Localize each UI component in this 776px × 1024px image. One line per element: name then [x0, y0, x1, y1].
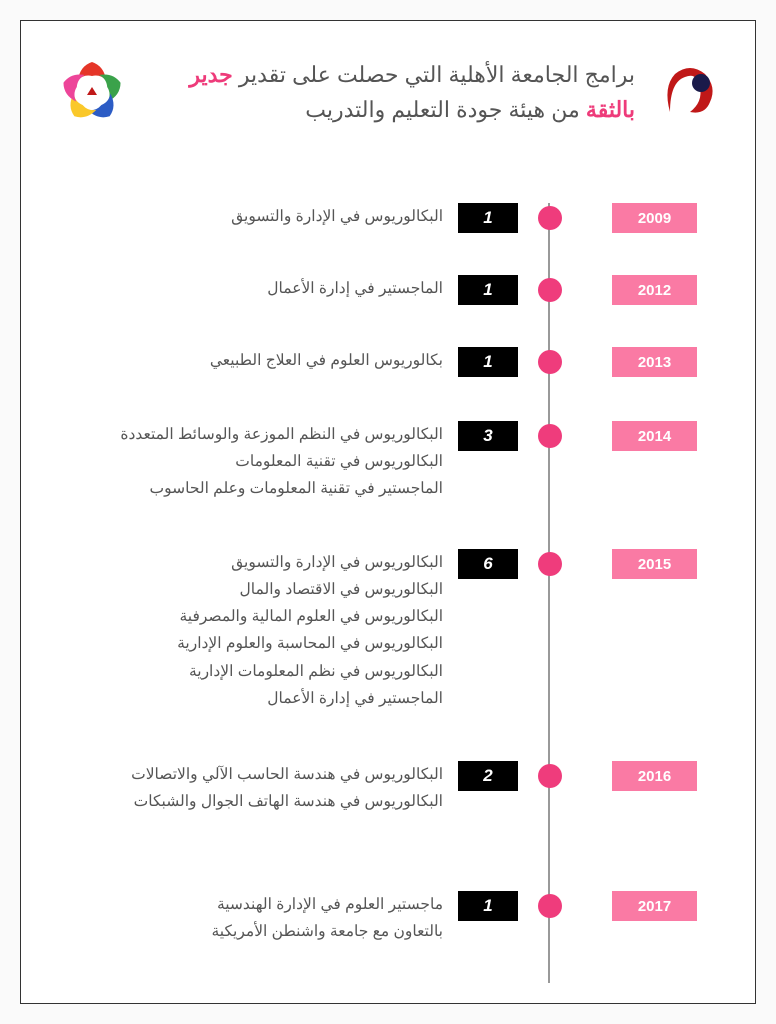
- timeline-entry: 2013 1 بكالوريوس العلوم في العلاج الطبيعي: [51, 347, 725, 377]
- timeline-dot-icon: [538, 894, 562, 918]
- title-prefix: برامج الجامعة الأهلية التي حصلت على تقدي…: [233, 62, 635, 87]
- program-line: بكالوريوس العلوم في العلاج الطبيعي: [51, 347, 443, 374]
- timeline-entry: 2012 1 الماجستير في إدارة الأعمال: [51, 275, 725, 305]
- program-line: البكالوريوس في المحاسبة والعلوم الإدارية: [51, 630, 443, 657]
- program-line: البكالوريوس في هندسة الحاسب الآلي والاتص…: [51, 761, 443, 788]
- timeline-dot-icon: [538, 206, 562, 230]
- program-line: البكالوريوس في النظم الموزعة والوسائط ال…: [51, 421, 443, 448]
- page: برامج الجامعة الأهلية التي حصلت على تقدي…: [20, 20, 756, 1004]
- program-line: الماجستير في إدارة الأعمال: [51, 275, 443, 302]
- count-badge: 1: [458, 891, 518, 921]
- timeline-entry: 20156البكالوريوس في الإدارة والتسويقالبك…: [51, 549, 725, 712]
- program-list: الماجستير في إدارة الأعمال: [51, 275, 443, 302]
- year-badge: 2009: [612, 203, 697, 233]
- program-line: البكالوريوس في العلوم المالية والمصرفية: [51, 603, 443, 630]
- timeline-entry: 2014 3 البكالوريوس في النظم الموزعة والوسا…: [51, 421, 725, 502]
- program-line: البكالوريوس في نظم المعلومات الإدارية: [51, 658, 443, 685]
- program-list: بكالوريوس العلوم في العلاج الطبيعي: [51, 347, 443, 374]
- timeline: 2009 1 البكالوريوس في الإدارة والتسويق 2012…: [51, 203, 725, 983]
- year-badge: 2012: [612, 275, 697, 305]
- timeline-dot-icon: [538, 424, 562, 448]
- program-line: البكالوريوس في الإدارة والتسويق: [51, 203, 443, 230]
- timeline-dot-icon: [538, 764, 562, 788]
- year-badge: 2014: [612, 421, 697, 451]
- program-line: الماجستير في تقنية المعلومات وعلم الحاسو…: [51, 475, 443, 502]
- count-badge: 2: [458, 761, 518, 791]
- program-list: البكالوريوس في الإدارة والتسويق: [51, 203, 443, 230]
- accreditation-logo-icon: [51, 51, 133, 133]
- program-list: البكالوريوس في الإدارة والتسويقالبكالوري…: [51, 549, 443, 712]
- count-badge: 3: [458, 421, 518, 451]
- count-badge: 6: [458, 549, 518, 579]
- year-badge: 2017: [612, 891, 697, 921]
- program-line: البكالوريوس في هندسة الهاتف الجوال والشب…: [51, 788, 443, 815]
- timeline-entry: 2016 2 البكالوريوس في هندسة الحاسب الآلي و…: [51, 761, 725, 815]
- timeline-dot-icon: [538, 552, 562, 576]
- timeline-entry: 2017 1 ماجستير العلوم في الإدارة الهندسيةب…: [51, 891, 725, 945]
- year-badge: 2016: [612, 761, 697, 791]
- program-line: الماجستير في إدارة الأعمال: [51, 685, 443, 712]
- program-list: ماجستير العلوم في الإدارة الهندسيةبالتعا…: [51, 891, 443, 945]
- program-line: البكالوريوس في الإدارة والتسويق: [51, 549, 443, 576]
- year-badge: 2015: [612, 549, 697, 579]
- count-badge: 1: [458, 203, 518, 233]
- program-list: البكالوريوس في النظم الموزعة والوسائط ال…: [51, 421, 443, 502]
- university-logo-icon: [655, 62, 725, 122]
- title-suffix: من هيئة جودة التعليم والتدريب: [305, 97, 586, 122]
- page-title: برامج الجامعة الأهلية التي حصلت على تقدي…: [153, 57, 635, 127]
- count-badge: 1: [458, 275, 518, 305]
- program-line: البكالوريوس في الاقتصاد والمال: [51, 576, 443, 603]
- timeline-dot-icon: [538, 278, 562, 302]
- program-list: البكالوريوس في هندسة الحاسب الآلي والاتص…: [51, 761, 443, 815]
- timeline-dot-icon: [538, 350, 562, 374]
- year-badge: 2013: [612, 347, 697, 377]
- program-line: بالتعاون مع جامعة واشنطن الأمريكية: [51, 918, 443, 945]
- program-line: البكالوريوس في تقنية المعلومات: [51, 448, 443, 475]
- count-badge: 1: [458, 347, 518, 377]
- header: برامج الجامعة الأهلية التي حصلت على تقدي…: [51, 51, 725, 133]
- program-line: ماجستير العلوم في الإدارة الهندسية: [51, 891, 443, 918]
- timeline-entry: 2009 1 البكالوريوس في الإدارة والتسويق: [51, 203, 725, 233]
